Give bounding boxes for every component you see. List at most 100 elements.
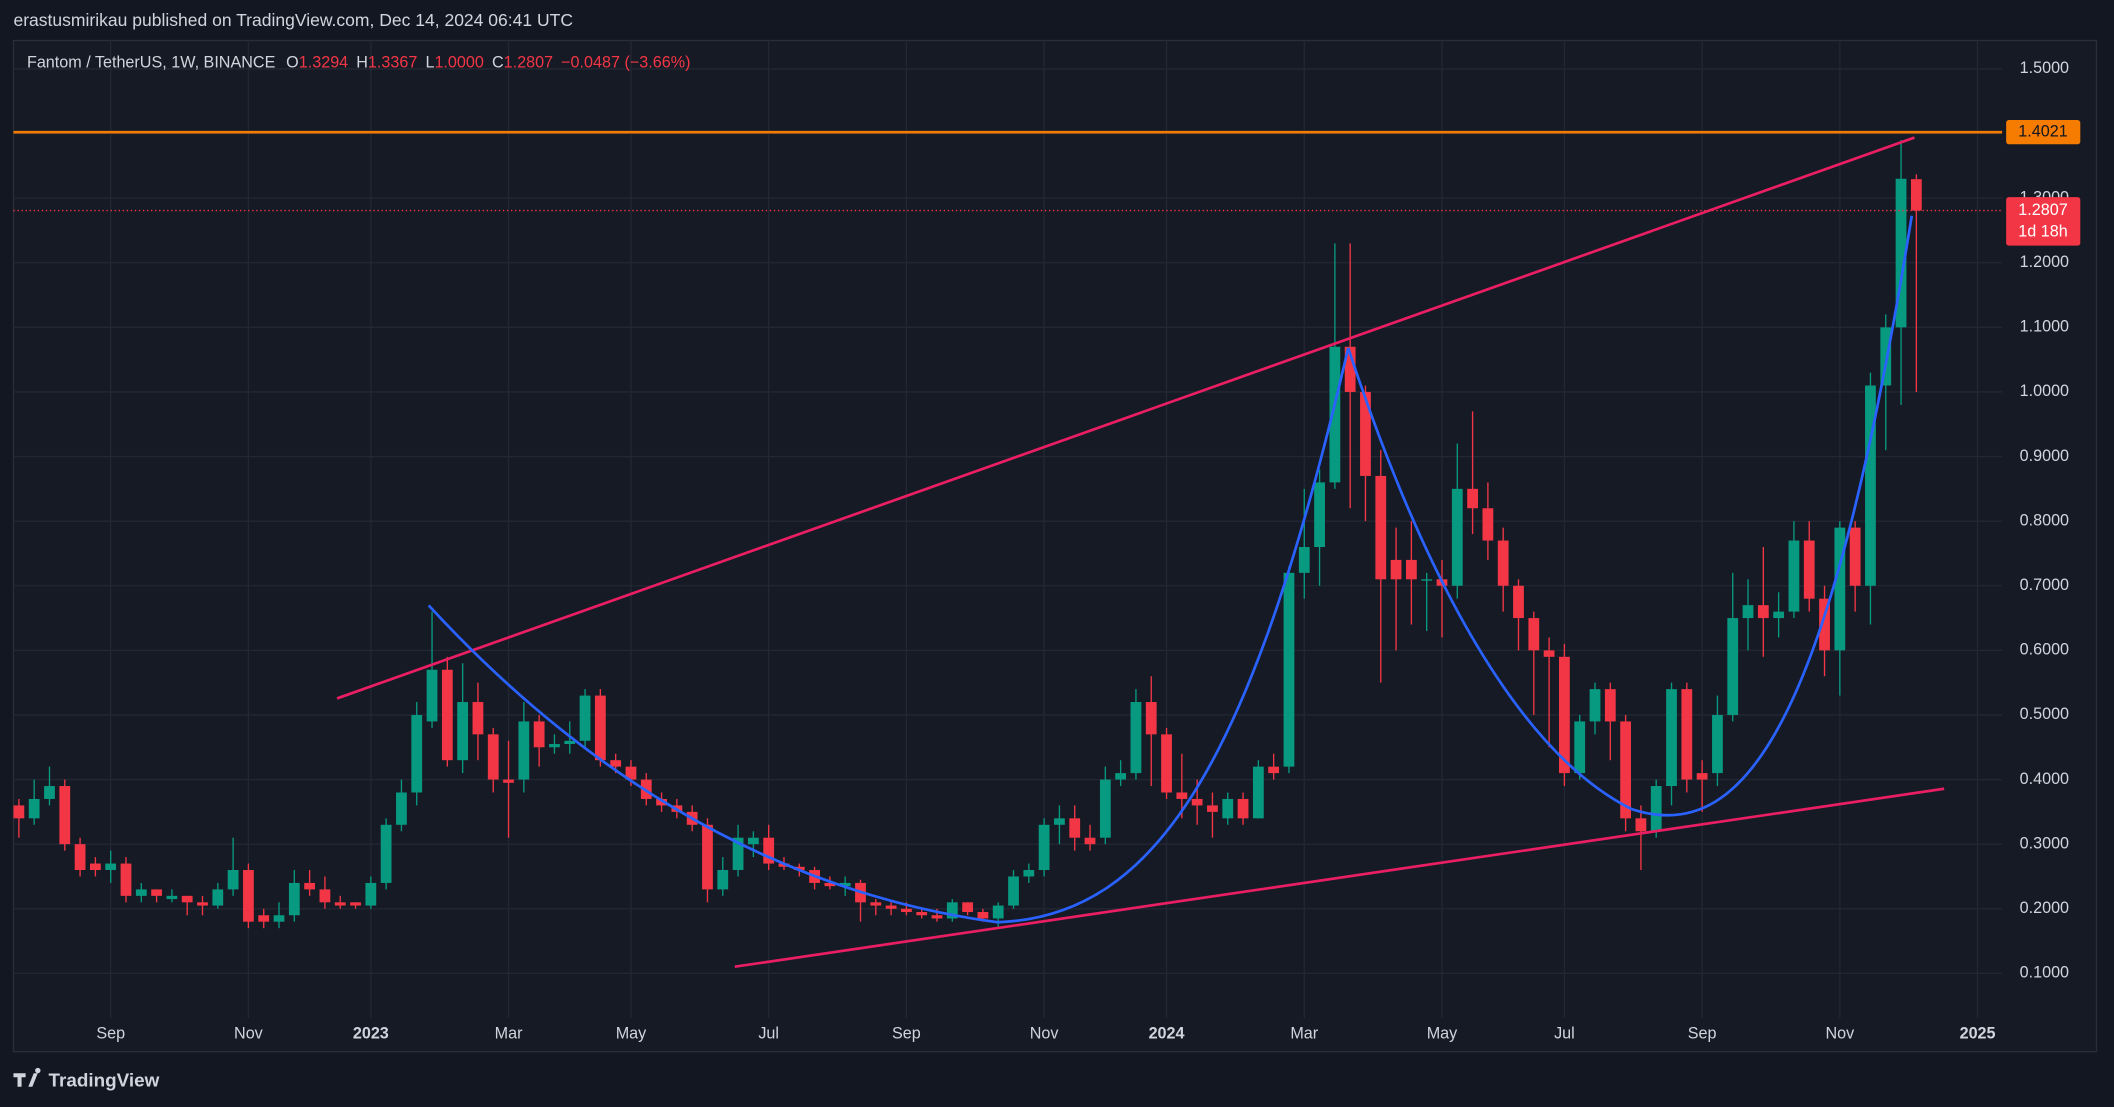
candle-body <box>1681 689 1693 780</box>
candle-body <box>74 844 86 871</box>
candle-body <box>319 889 331 903</box>
candle-body <box>916 912 928 916</box>
candle-body <box>594 695 606 761</box>
y-tick-label: 1.2000 <box>2020 253 2069 271</box>
candle-body <box>1375 475 1387 580</box>
candle-body <box>1742 605 1754 619</box>
candle-body <box>1650 786 1662 832</box>
candle-body <box>1819 598 1830 651</box>
candle-body <box>28 798 40 819</box>
candle-body <box>1344 346 1356 392</box>
candle-body <box>1604 689 1616 722</box>
candle-body <box>1222 798 1234 819</box>
brand-logo <box>13 1067 41 1087</box>
candle-body <box>258 915 270 922</box>
candle-body <box>1666 689 1677 787</box>
candle-body <box>1497 540 1509 586</box>
candle-body <box>411 714 423 793</box>
candle-body <box>885 905 897 909</box>
candle-body <box>1207 805 1218 812</box>
candle-body <box>1559 656 1570 774</box>
ohlc: O1.3294 H1.3367 L1.0000 C1.2807 <box>286 54 553 72</box>
candle-body <box>396 792 407 825</box>
candle-body <box>1712 714 1723 774</box>
candle-body <box>1803 540 1815 599</box>
candle-body <box>518 721 530 780</box>
candle-body <box>1237 798 1249 819</box>
candle-body <box>1574 721 1586 774</box>
candle-body <box>1635 818 1647 832</box>
price-label-box <box>2006 197 2081 246</box>
candle-body <box>426 669 438 722</box>
x-tick-label: 2024 <box>1149 1024 1185 1042</box>
field-value: 1.2807 <box>504 54 553 72</box>
y-tick-label: 1.1000 <box>2020 318 2069 336</box>
candle-body <box>166 895 178 900</box>
x-tick-label: 2023 <box>353 1024 389 1042</box>
level-label: 1.4021 <box>2018 122 2067 140</box>
candle-body <box>380 824 392 883</box>
candle-body <box>656 798 667 806</box>
candle-body <box>1008 876 1019 906</box>
candle-body <box>870 902 882 906</box>
candle-body <box>1099 779 1111 838</box>
candle-body <box>273 915 285 922</box>
candle-body <box>1130 702 1142 774</box>
candle-body <box>763 837 775 864</box>
x-tick-label: Sep <box>96 1024 125 1042</box>
candle-body <box>1910 179 1922 211</box>
candle-body <box>487 734 499 780</box>
candle-body <box>1268 766 1280 774</box>
symbol: Fantom / TetherUS, 1W, BINANCE <box>27 54 276 72</box>
candle-body <box>1880 327 1892 386</box>
candle-body <box>1161 734 1172 793</box>
field-key: O <box>286 54 299 72</box>
candle-body <box>1298 546 1310 573</box>
candle-body <box>1069 818 1081 838</box>
candle-body <box>977 912 989 919</box>
candle-body <box>13 805 25 819</box>
level-label-box <box>2006 120 2081 145</box>
candle-body <box>1589 689 1601 722</box>
candle-body <box>1360 391 1371 476</box>
candle-body <box>732 837 744 871</box>
candle-body <box>1191 798 1203 806</box>
candle-body <box>1421 579 1433 581</box>
candle-body <box>503 779 514 783</box>
candle-body <box>120 863 132 896</box>
candle-body <box>304 882 316 890</box>
candle-body <box>1528 618 1540 651</box>
candle-body <box>334 902 346 906</box>
countdown-label: 1d 18h <box>2018 222 2067 240</box>
y-tick-label: 0.3000 <box>2020 834 2069 852</box>
price-label: 1.2807 <box>2018 201 2067 219</box>
x-tick-label: Mar <box>1290 1024 1318 1042</box>
candle-body <box>1849 527 1861 586</box>
candle-body <box>1023 870 1035 877</box>
y-tick-label: 0.1000 <box>2020 964 2069 982</box>
y-tick-label: 0.8000 <box>2020 511 2069 529</box>
candle-body <box>151 889 162 896</box>
field-value: 1.3367 <box>368 54 417 72</box>
candle-body <box>1314 482 1325 547</box>
candle-body <box>457 702 469 761</box>
candle-body <box>717 870 729 890</box>
y-tick-label: 1.5000 <box>2020 59 2069 77</box>
candle-body <box>610 760 622 767</box>
y-tick-label: 0.6000 <box>2020 641 2069 659</box>
field-key: H <box>356 54 368 72</box>
x-tick-label: Sep <box>1688 1024 1717 1042</box>
candle-body <box>1390 559 1402 580</box>
candle-body <box>1895 178 1907 328</box>
candle-body <box>747 837 759 845</box>
field-key: L <box>425 54 434 72</box>
published-note: erastusmirikau published on TradingView.… <box>13 10 573 30</box>
candle-body <box>1727 618 1739 715</box>
candle-body <box>946 902 958 919</box>
x-tick-label: Nov <box>1030 1024 1060 1042</box>
field-value: 1.3294 <box>299 54 348 72</box>
candle-body <box>1834 527 1846 651</box>
candle-body <box>1467 488 1478 509</box>
candle-body <box>243 870 254 922</box>
